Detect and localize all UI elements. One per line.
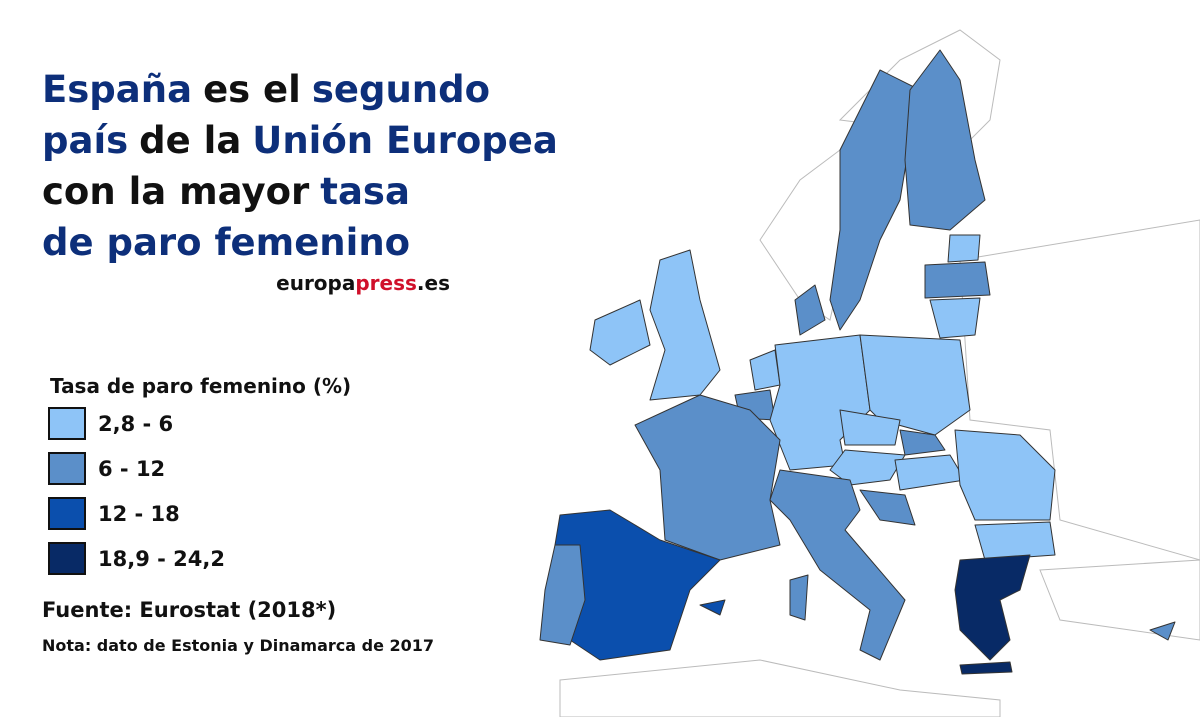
title-segment: es el — [203, 68, 301, 111]
romania — [954, 429, 1056, 521]
legend-label: 2,8 - 6 — [98, 412, 173, 436]
legend-label: 18,9 - 24,2 — [98, 547, 225, 571]
bulgaria — [974, 521, 1056, 561]
legend-label: 12 - 18 — [98, 502, 180, 526]
estonia — [947, 234, 981, 263]
legend-swatch — [48, 407, 86, 440]
italy — [769, 469, 906, 661]
hungary — [894, 454, 966, 491]
cyprus — [1149, 621, 1176, 641]
title-segment: de paro femenino — [42, 221, 410, 264]
legend: 2,8 - 6 6 - 12 12 - 18 18,9 - 24,2 — [48, 407, 225, 575]
brand-segment: europa — [276, 271, 355, 295]
united-kingdom — [649, 249, 721, 401]
map — [539, 29, 1200, 717]
sardinia — [789, 574, 809, 621]
title-segment: país — [42, 119, 128, 162]
non-eu-land — [959, 219, 1200, 561]
slovakia — [899, 429, 946, 456]
title-segment: Unión Europea — [252, 119, 558, 162]
title-segment: de la — [139, 119, 241, 162]
finland — [904, 49, 986, 231]
title-segment: tasa — [320, 170, 410, 213]
portugal — [539, 544, 586, 646]
brand: europapress.es — [276, 271, 450, 295]
title-segment: segundo — [312, 68, 490, 111]
netherlands — [749, 349, 781, 391]
legend-title: Tasa de paro femenino (%) — [50, 374, 351, 398]
brand-segment: press — [355, 271, 417, 295]
denmark — [794, 284, 826, 336]
lithuania — [929, 297, 981, 339]
latvia — [924, 261, 991, 299]
title-segment: España — [42, 68, 192, 111]
legend-swatch — [48, 542, 86, 575]
north-africa — [559, 659, 1001, 717]
crete — [959, 661, 1013, 675]
title-segment: con la mayor — [42, 170, 310, 213]
germany — [769, 334, 871, 471]
croatia — [859, 489, 916, 526]
title: España es el segundo país de la Unión Europea… — [42, 68, 558, 264]
balearic-islands — [699, 599, 726, 616]
austria — [829, 449, 906, 486]
legend-swatch — [48, 497, 86, 530]
france — [634, 394, 781, 561]
sweden — [829, 69, 921, 331]
greece — [954, 554, 1031, 661]
source: Fuente: Eurostat (2018*) — [42, 598, 336, 622]
note: Nota: dato de Estonia y Dinamarca de 201… — [42, 636, 434, 655]
legend-label: 6 - 12 — [98, 457, 165, 481]
brand-segment: .es — [417, 271, 450, 295]
ireland — [589, 299, 651, 366]
czechia — [839, 409, 901, 446]
turkey — [1039, 559, 1200, 641]
legend-swatch — [48, 452, 86, 485]
